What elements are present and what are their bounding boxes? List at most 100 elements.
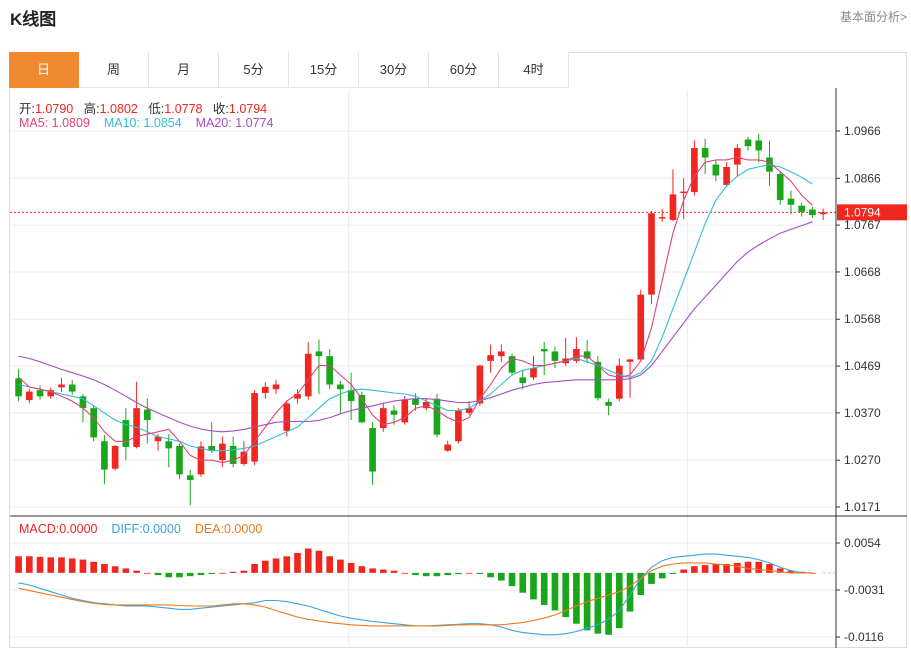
candle-body: [433, 398, 441, 435]
macd-bar: [101, 564, 108, 573]
price-tick-label: 1.0767: [844, 218, 881, 232]
candle-body: [390, 410, 398, 415]
macd-bar: [25, 556, 33, 573]
macd-bar: [648, 572, 655, 584]
tab-4[interactable]: 15分: [289, 52, 359, 88]
ma20-line: [18, 221, 813, 433]
candle-body: [272, 384, 280, 390]
candle-body: [219, 443, 226, 461]
macd-bar: [294, 552, 301, 573]
candle-body: [615, 365, 623, 399]
macd-bar: [744, 561, 752, 573]
candle-body: [25, 391, 33, 401]
tab-7[interactable]: 4时: [499, 52, 569, 88]
macd-bar: [626, 572, 634, 612]
candle-body: [337, 384, 344, 390]
macd-bar: [487, 572, 494, 578]
macd-bar: [519, 572, 527, 593]
macd-bar: [251, 564, 258, 573]
price-tick-label: 1.0668: [844, 265, 881, 279]
diff-line: [18, 553, 813, 636]
candle-body: [15, 378, 22, 397]
macd-bar: [497, 572, 505, 581]
candle-body: [712, 164, 720, 176]
macd-bar: [219, 572, 226, 574]
candle-body: [101, 441, 108, 470]
tab-2[interactable]: 月: [149, 52, 219, 88]
ma5-line: [18, 156, 813, 464]
macd-bar: [455, 572, 462, 574]
tab-1[interactable]: 周: [79, 52, 149, 88]
candle-body: [455, 410, 462, 442]
tab-6[interactable]: 60分: [429, 52, 499, 88]
macd-bar: [358, 566, 366, 573]
candle-body: [540, 349, 548, 352]
candle-body: [229, 445, 237, 464]
price-tick-label: 1.0568: [844, 312, 881, 326]
ma10-legend: MA10: 1.0854: [103, 116, 182, 130]
macd-bar: [712, 564, 720, 573]
candle-body: [143, 409, 151, 420]
candle-body: [58, 384, 65, 388]
macd-bar: [508, 572, 516, 587]
price-tick-label: 1.0171: [844, 500, 881, 514]
tab-5[interactable]: 30分: [359, 52, 429, 88]
macd-bar: [605, 572, 612, 635]
dea-legend: DEA:0.0000: [194, 522, 263, 536]
candle-body: [401, 399, 409, 423]
candle-body: [283, 403, 291, 431]
macd-tick-label: -0.0031: [844, 583, 885, 597]
macd-bar: [165, 572, 173, 578]
candle-body: [111, 445, 119, 469]
current-price-box: [837, 204, 907, 221]
ma20-legend: MA20: 1.0774: [195, 116, 274, 130]
candle-body: [508, 356, 516, 373]
macd-bar: [208, 572, 215, 574]
macd-bar: [476, 572, 484, 574]
macd-bar: [240, 570, 248, 573]
candle-body: [422, 402, 430, 409]
macd-bar: [412, 572, 419, 576]
diff-legend: DIFF:0.0000: [111, 522, 181, 536]
candle-body: [208, 445, 215, 451]
macd-bar: [47, 557, 55, 573]
candle-body: [519, 377, 527, 384]
candle-body: [186, 475, 194, 481]
macd-bar: [304, 548, 312, 573]
macd-bar: [594, 572, 602, 634]
candle-body: [723, 166, 730, 185]
candle-body: [294, 393, 301, 399]
macd-bar: [562, 572, 569, 618]
macd-bar: [615, 572, 623, 629]
candle-body: [648, 213, 655, 295]
candle-body: [240, 451, 248, 464]
current-price-label: 1.0794: [844, 205, 881, 219]
macd-bar: [229, 571, 237, 573]
macd-bar: [283, 556, 291, 573]
candle-body: [165, 441, 173, 449]
macd-bar: [68, 558, 76, 573]
candle-body: [412, 398, 419, 405]
price-tick-label: 1.0866: [844, 171, 881, 185]
tab-3[interactable]: 5分: [219, 52, 289, 88]
candle-body: [626, 359, 634, 362]
macd-bar: [798, 571, 805, 573]
candle-body: [733, 148, 741, 165]
macd-bar: [766, 564, 773, 573]
candle-body: [90, 408, 97, 438]
macd-bar: [326, 556, 333, 573]
fundamental-analysis-link[interactable]: 基本面分析>: [839, 10, 907, 24]
open-value: 1.0790: [34, 102, 74, 116]
candle-body: [530, 367, 537, 378]
candle-body: [47, 390, 55, 397]
macd-bar: [755, 561, 763, 573]
macd-bar: [658, 572, 666, 579]
close-value: 1.0794: [228, 102, 268, 116]
macd-bar: [58, 557, 65, 573]
tab-0[interactable]: 日: [9, 52, 79, 88]
macd-bar: [637, 572, 645, 595]
candle-body: [798, 205, 805, 212]
macd-bar: [433, 572, 441, 577]
macd-bar: [122, 568, 130, 573]
